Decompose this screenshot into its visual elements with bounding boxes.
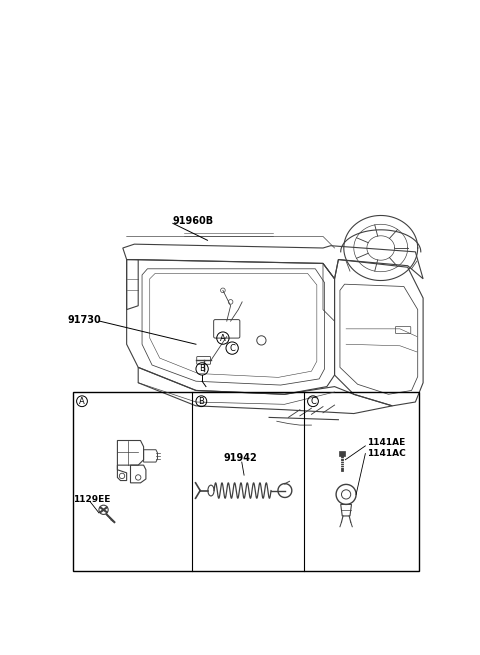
Text: A: A [79, 397, 85, 405]
Text: B: B [199, 364, 205, 373]
Text: B: B [198, 397, 204, 405]
Text: C: C [229, 344, 235, 352]
Text: A: A [220, 333, 226, 343]
FancyBboxPatch shape [339, 451, 345, 456]
Text: 1141AE: 1141AE [367, 438, 405, 447]
Text: 1129EE: 1129EE [73, 495, 110, 504]
Text: 91730: 91730 [67, 314, 101, 325]
Text: C: C [310, 397, 316, 405]
Text: 1141AC: 1141AC [367, 449, 406, 458]
Text: 91960B: 91960B [173, 216, 214, 226]
Text: 91942: 91942 [223, 453, 257, 463]
